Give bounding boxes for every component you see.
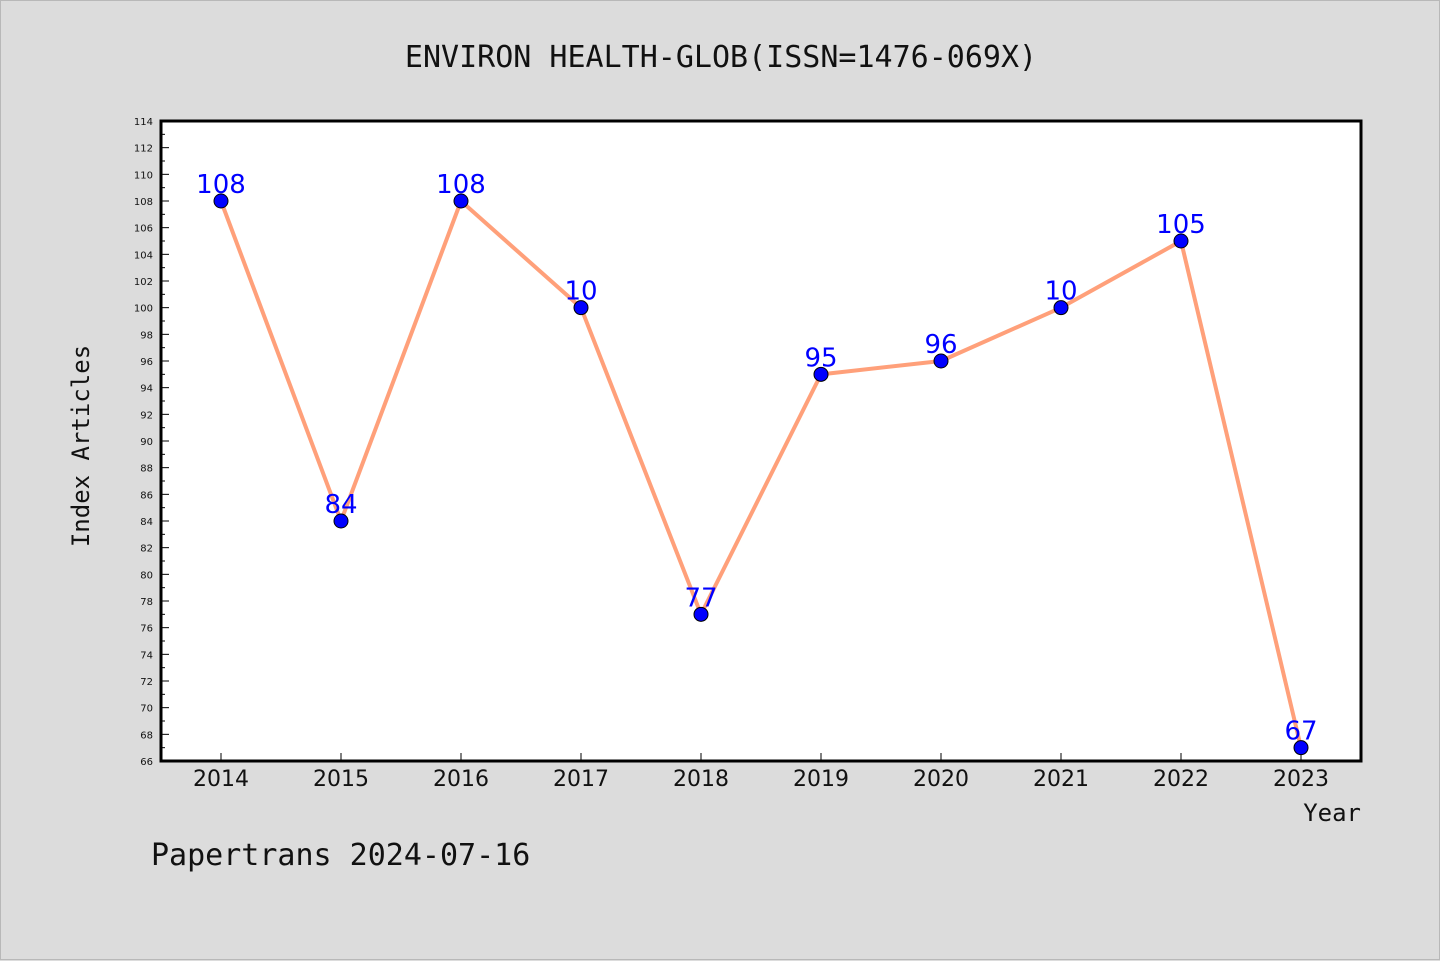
plot-border (159, 119, 1363, 763)
data-label: 108 (436, 170, 486, 200)
x-tick-label: 2016 (433, 767, 489, 792)
data-point (813, 366, 829, 382)
x-tick-label: 2021 (1033, 767, 1089, 792)
y-tick-label: 110 (134, 170, 153, 181)
x-tick-label: 2014 (193, 767, 249, 792)
x-axis: 2014 2015 2016 2017 2018 2019 2020 2021 2022 2023 (193, 753, 1329, 792)
x-tick-label: 2020 (913, 767, 969, 792)
y-tick-label: 68 (140, 730, 153, 741)
y-tick-label: 104 (134, 250, 153, 261)
data-label: 77 (684, 583, 717, 613)
data-label: 108 (196, 170, 246, 200)
y-tick-label: 66 (140, 757, 153, 768)
data-point (333, 513, 349, 529)
y-tick-label: 96 (140, 357, 153, 368)
y-tick-label: 88 (140, 464, 153, 475)
data-point (213, 193, 229, 209)
data-label: 105 (1156, 210, 1206, 240)
y-tick-label: 70 (140, 704, 153, 715)
y-axis-title: Index Articles (67, 345, 95, 547)
y-tick-label: 82 (140, 544, 153, 555)
data-label: 95 (804, 343, 837, 373)
data-point (1173, 233, 1189, 249)
data-point (1053, 300, 1069, 316)
plot-area (161, 121, 1361, 761)
data-label: 10 (1044, 277, 1077, 307)
x-tick-label: 2015 (313, 767, 369, 792)
y-tick-label: 72 (140, 677, 153, 688)
data-label: 67 (1284, 717, 1317, 747)
y-tick-label: 78 (140, 597, 153, 608)
y-tick-label: 98 (140, 330, 153, 341)
y-tick-label: 94 (140, 384, 153, 395)
y-tick-label: 112 (134, 144, 153, 155)
y-tick-label: 114 (134, 117, 153, 128)
y-tick-label: 90 (140, 437, 153, 448)
y-tick-label: 108 (134, 197, 153, 208)
y-tick-label: 76 (140, 624, 153, 635)
y-tick-label: 92 (140, 410, 153, 421)
data-point (933, 353, 949, 369)
data-point (693, 606, 709, 622)
y-tick-label: 100 (134, 304, 153, 315)
x-tick-label: 2018 (673, 767, 729, 792)
data-label: 84 (324, 490, 357, 520)
x-tick-label: 2017 (553, 767, 609, 792)
y-tick-label: 80 (140, 570, 153, 581)
x-tick-label: 2022 (1153, 767, 1209, 792)
data-label: 10 (564, 277, 597, 307)
x-tick-label: 2023 (1273, 767, 1329, 792)
data-point (573, 300, 589, 316)
series-layer: 108 84 108 10 77 95 96 10 105 67 (196, 170, 1318, 756)
y-tick-label: 84 (140, 517, 153, 528)
x-axis-title: Year (1303, 799, 1361, 827)
data-point (1293, 740, 1309, 756)
y-tick-label: 74 (140, 650, 153, 661)
data-point (453, 193, 469, 209)
chart-title: ENVIRON HEALTH-GLOB(ISSN=1476-069X) (405, 40, 1037, 75)
footer-credit: Papertrans 2024-07-16 (151, 838, 530, 873)
y-tick-label: 86 (140, 490, 153, 501)
series-line (219, 199, 1303, 749)
x-tick-label: 2019 (793, 767, 849, 792)
y-tick-label: 106 (134, 224, 153, 235)
data-label: 96 (924, 330, 957, 360)
y-tick-label: 102 (134, 277, 153, 288)
